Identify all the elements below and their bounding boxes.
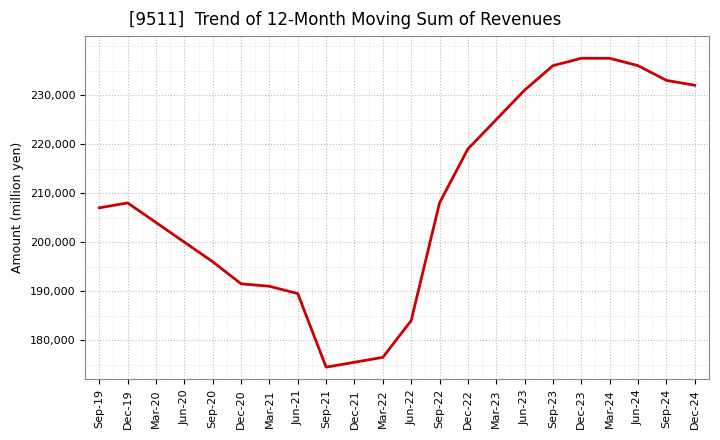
Text: [9511]  Trend of 12-Month Moving Sum of Revenues: [9511] Trend of 12-Month Moving Sum of R… — [129, 11, 561, 29]
Y-axis label: Amount (million yen): Amount (million yen) — [11, 142, 24, 273]
